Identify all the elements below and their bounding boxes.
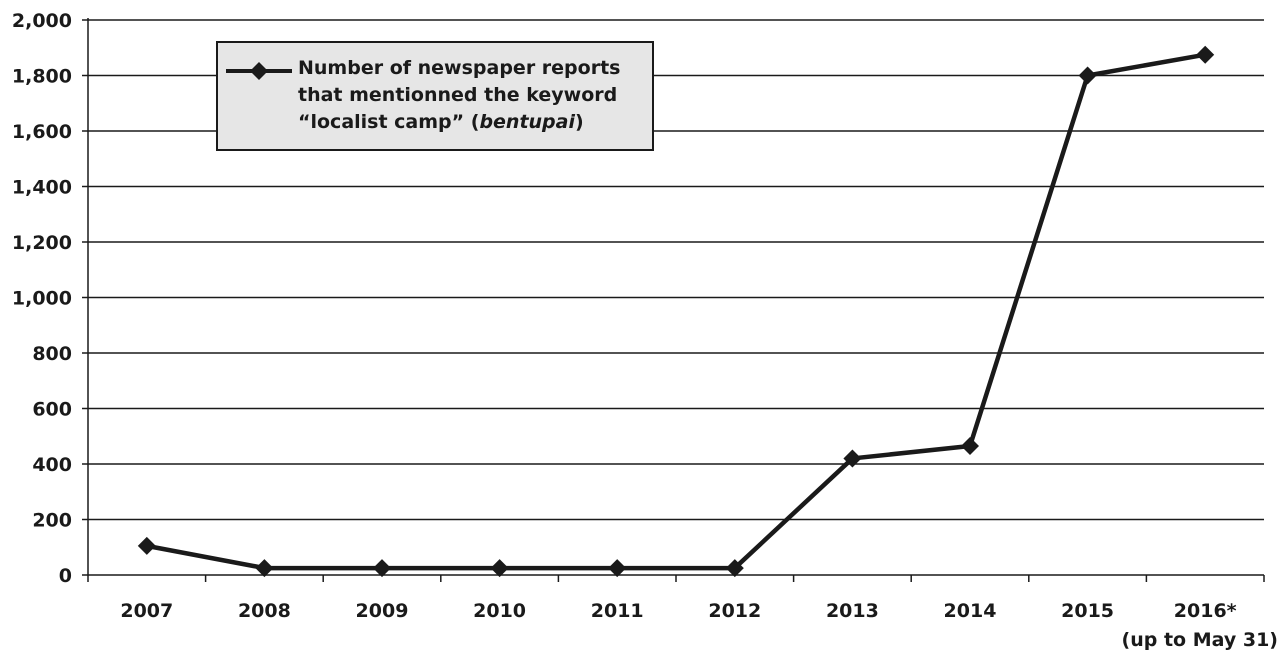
data-point xyxy=(137,536,156,555)
x-tick-label: 2013 xyxy=(826,600,879,622)
data-point xyxy=(1078,66,1097,85)
series-path xyxy=(146,52,1206,571)
y-tick-label: 1,200 xyxy=(12,232,72,254)
x-tick-label: 2014 xyxy=(944,600,997,622)
x-tick-label: 2016* xyxy=(1174,600,1237,622)
x-tick-label: 2010 xyxy=(473,600,526,622)
data-point xyxy=(961,436,979,455)
data-point xyxy=(608,559,627,578)
x-tick-label: 2015 xyxy=(1061,600,1114,622)
data-point xyxy=(1196,45,1215,64)
x-tick-label: 2008 xyxy=(238,600,291,622)
data-point xyxy=(843,449,862,468)
x-tick-label: 2009 xyxy=(356,600,409,622)
x-axis: 2007 2008 2009 2010 2011 2012 2013 2014 2015 2016… xyxy=(87,574,1278,651)
legend-line-marker-icon xyxy=(226,62,292,80)
data-point xyxy=(255,559,274,578)
y-tick-label: 200 xyxy=(32,510,72,532)
x-tick-sublabel: (up to May 31) xyxy=(1122,629,1278,651)
y-tick-label: 0 xyxy=(59,565,72,587)
y-tick-label: 1,600 xyxy=(12,121,72,143)
data-point xyxy=(490,559,509,578)
y-axis: 0 200 400 600 800 1,000 1,200 1,400 1,600 1,800 2,… xyxy=(12,10,89,587)
series-line xyxy=(137,45,1215,578)
y-tick-label: 1,000 xyxy=(12,288,72,310)
gridlines xyxy=(88,19,1264,521)
data-point xyxy=(725,559,744,578)
y-tick-label: 600 xyxy=(32,399,72,421)
x-tick-label: 2012 xyxy=(708,600,761,622)
x-tick-label: 2011 xyxy=(591,600,644,622)
y-tick-label: 400 xyxy=(32,454,72,476)
y-tick-label: 1,800 xyxy=(12,66,72,88)
y-tick-label: 2,000 xyxy=(12,10,72,32)
data-point xyxy=(373,559,391,578)
legend-label: Number of newspaper reports that mentionn… xyxy=(298,57,621,133)
x-tick-label: 2007 xyxy=(120,600,173,622)
legend: Number of newspaper reports that mentionn… xyxy=(216,41,654,151)
y-tick-label: 800 xyxy=(32,343,72,365)
y-tick-label: 1,400 xyxy=(12,177,72,199)
